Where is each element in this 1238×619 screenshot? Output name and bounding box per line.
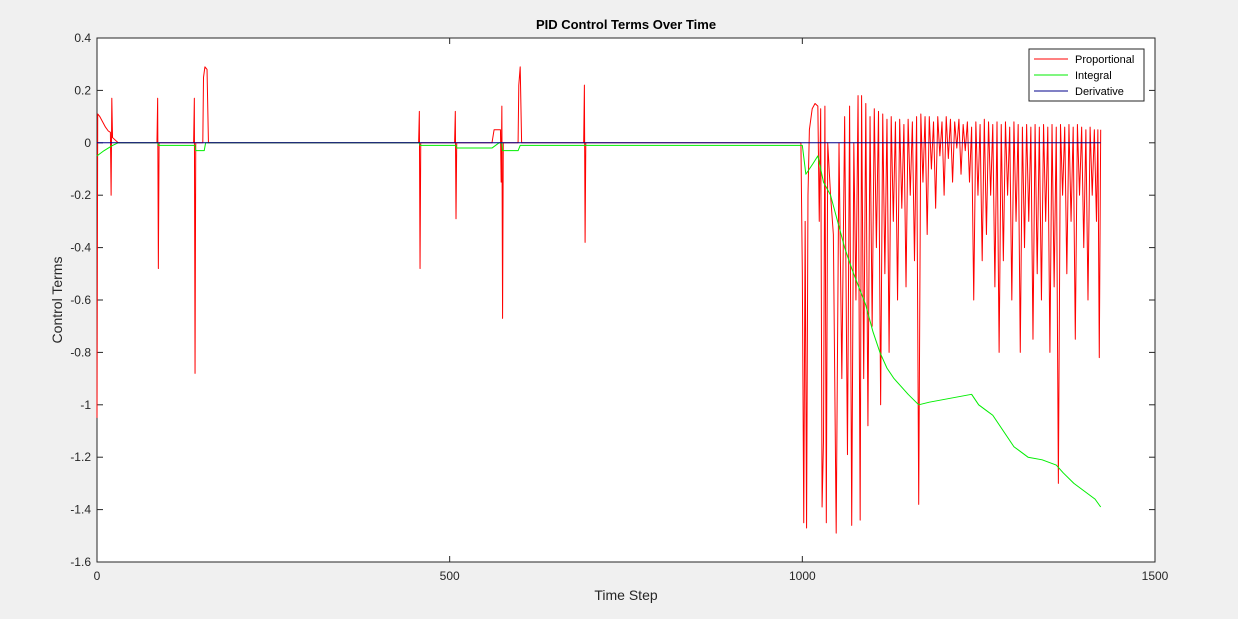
y-tick-label: -0.8 (70, 345, 91, 359)
y-tick-label: -0.6 (70, 293, 91, 307)
y-tick-label: -0.2 (70, 188, 91, 202)
series-group (96, 66, 1102, 534)
y-tick-label: -1.2 (70, 450, 91, 464)
chart-title: PID Control Terms Over Time (536, 17, 716, 32)
legend-label-proportional: Proportional (1075, 54, 1134, 66)
y-tick-label: 0.4 (74, 31, 91, 45)
x-tick-label: 500 (440, 569, 460, 583)
y-tick-label: -0.4 (70, 241, 91, 255)
axis-ticks: 0 500 1000 1500 -1.6 -1.4 -1.2 -1 -0.8 -0.6 -0.4 -0… (70, 31, 1168, 583)
legend-label-derivative: Derivative (1075, 86, 1124, 98)
y-tick-label: 0 (84, 136, 91, 150)
y-axis-label: Control Terms (49, 257, 65, 344)
y-tick-label: -1 (80, 398, 91, 412)
x-tick-label: 0 (94, 569, 101, 583)
y-tick-label: -1.4 (70, 503, 91, 517)
legend-label-integral: Integral (1075, 70, 1112, 82)
legend: Proportional Integral Derivative (1028, 48, 1145, 102)
x-tick-label: 1000 (789, 569, 816, 583)
plot-area (96, 37, 1156, 563)
x-axis-label: Time Step (594, 587, 657, 603)
x-tick-label: 1500 (1142, 569, 1169, 583)
y-tick-label: 0.2 (74, 83, 91, 97)
y-tick-label: -1.6 (70, 555, 91, 569)
